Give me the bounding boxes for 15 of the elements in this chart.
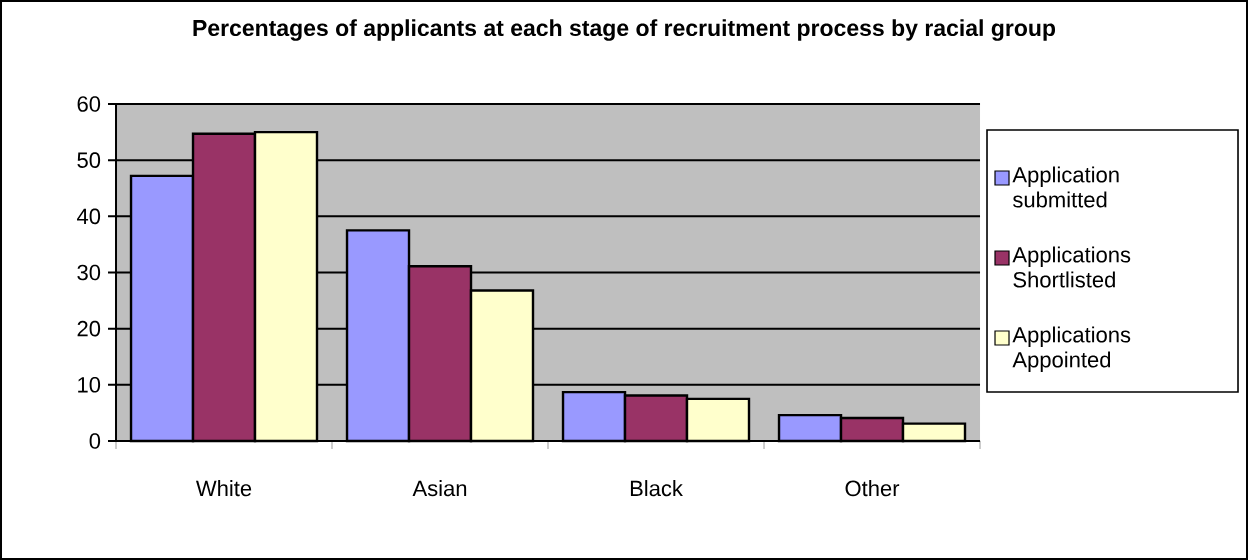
y-tick-label: 20 xyxy=(77,320,101,337)
y-tick-label: 50 xyxy=(77,152,101,168)
y-tick-label: 60 xyxy=(77,96,101,112)
chart-title: Percentages of applicants at each stage of recruitment process by racial group xyxy=(193,19,1056,41)
legend-label: Applications Shortlisted xyxy=(1012,246,1131,288)
y-tick-label: 10 xyxy=(78,377,101,393)
legend-label: Applications Appointed xyxy=(1012,326,1131,372)
x-tick-label: White xyxy=(195,480,252,497)
y-tick-label: 0 xyxy=(89,433,101,449)
y-tick-label: 30 xyxy=(77,264,101,281)
legend-label: Application submitted xyxy=(1012,166,1119,208)
x-tick-label: Other xyxy=(845,480,900,497)
x-tick-label: Black xyxy=(630,480,683,497)
x-tick-label: Asian xyxy=(412,480,467,497)
y-tick-label: 40 xyxy=(77,208,101,225)
